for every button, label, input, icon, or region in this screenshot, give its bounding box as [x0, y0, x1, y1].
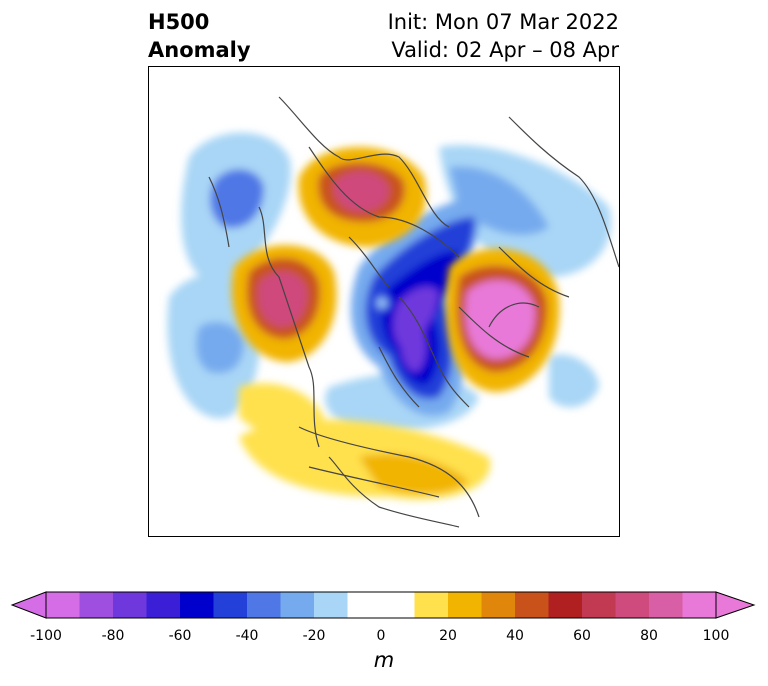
colorbar-tick-label: 40 [506, 628, 524, 644]
colorbar-cell [113, 592, 147, 618]
colorbar-cell [414, 592, 449, 618]
colorbar-cell [548, 592, 583, 618]
init-date: Init: Mon 07 Mar 2022 [387, 10, 619, 34]
colorbar-cell [448, 592, 482, 618]
coastlines [208, 96, 619, 528]
anomaly-map [167, 96, 619, 528]
colorbar-tick-label: -100 [30, 628, 62, 644]
colorbar-cell [381, 592, 415, 618]
colorbar-cell [649, 592, 683, 618]
colorbar-tick-label: 100 [702, 628, 730, 644]
colorbar-cell [247, 592, 281, 618]
colorbar [10, 591, 756, 619]
colorbar-cell [280, 592, 315, 618]
map-title: H500 Anomaly [148, 8, 251, 64]
colorbar-cell [46, 592, 80, 618]
colorbar-tick-label: -40 [235, 628, 259, 644]
colorbar-tick-label: -80 [101, 628, 125, 644]
colorbar-tick-label: 0 [376, 628, 386, 644]
colorbar-tick-label: -60 [168, 628, 192, 644]
colorbar-cell [347, 592, 382, 618]
title-variable: H500 [148, 10, 210, 34]
colorbar-cell [582, 592, 616, 618]
colorbar-cell [213, 592, 248, 618]
colorbar-tick-label: 60 [573, 628, 591, 644]
colorbar-cells [46, 592, 717, 618]
colorbar-cell [481, 592, 516, 618]
valid-range: Valid: 02 Apr – 08 Apr [391, 38, 619, 62]
colorbar-cell [79, 592, 114, 618]
colorbar-cell [515, 592, 549, 618]
colorbar-cell [180, 592, 214, 618]
colorbar-cell [146, 592, 181, 618]
colorbar-unit-label: m [373, 648, 395, 672]
title-anomaly: Anomaly [148, 38, 251, 62]
colorbar-tick-label: -20 [302, 628, 326, 644]
map-dates: Init: Mon 07 Mar 2022 Valid: 02 Apr – 08… [388, 8, 619, 64]
colorbar-extend-min [10, 591, 47, 619]
colorbar-cell [314, 592, 348, 618]
map-panel [148, 66, 620, 537]
colorbar-outline [45, 591, 717, 619]
colorbar-tick-label: 80 [640, 628, 658, 644]
negative-anomaly-shading [167, 132, 611, 431]
colorbar-cell [615, 592, 650, 618]
colorbar-extend-max [715, 591, 756, 619]
colorbar-tick-label: 20 [439, 628, 457, 644]
colorbar-cell [682, 592, 717, 618]
positive-anomaly-shading [231, 147, 560, 500]
